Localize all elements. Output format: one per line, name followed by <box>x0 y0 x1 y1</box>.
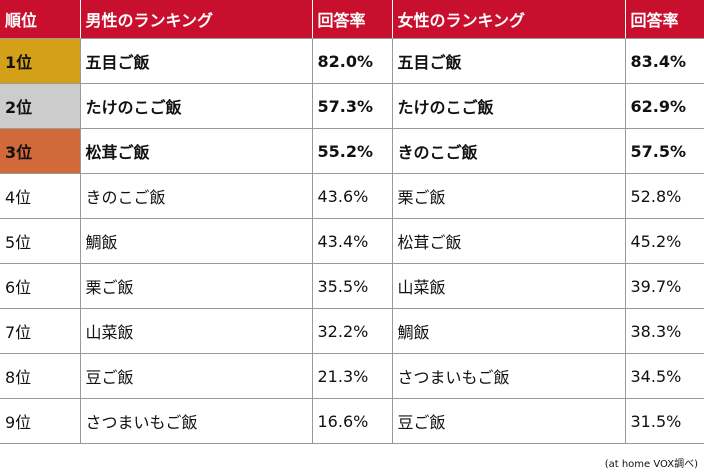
rank-cell: 4位 <box>0 173 81 219</box>
table-row: 5位 鯛飯 43.4% 松茸ご飯 45.2% <box>0 218 704 264</box>
female-rate-cell: 62.9% <box>624 83 704 129</box>
male-rate-cell: 55.2% <box>311 128 393 174</box>
male-rate-cell: 82.0% <box>311 38 393 84</box>
female-rate-cell: 34.5% <box>624 353 704 399</box>
table-row: 4位 きのこご飯 43.6% 栗ご飯 52.8% <box>0 173 704 219</box>
female-rate-cell: 38.3% <box>624 308 704 354</box>
female-rate-cell: 57.5% <box>624 128 704 174</box>
header-male-ranking: 男性のランキング <box>80 0 313 39</box>
female-dish-cell: さつまいもご飯 <box>391 353 626 399</box>
male-rate-cell: 21.3% <box>311 353 393 399</box>
female-rate-cell: 52.8% <box>624 173 704 219</box>
female-rate-cell: 39.7% <box>624 263 704 309</box>
female-dish-cell: きのこご飯 <box>391 128 626 174</box>
table-row: 9位 さつまいもご飯 16.6% 豆ご飯 31.5% <box>0 398 704 444</box>
table-row: 8位 豆ご飯 21.3% さつまいもご飯 34.5% <box>0 353 704 399</box>
rank-cell: 8位 <box>0 353 81 399</box>
male-dish-cell: 豆ご飯 <box>79 353 313 399</box>
female-rate-cell: 83.4% <box>624 38 704 84</box>
rank-cell: 9位 <box>0 398 81 444</box>
male-rate-cell: 16.6% <box>311 398 393 444</box>
female-dish-cell: たけのこご飯 <box>391 83 626 129</box>
female-dish-cell: 栗ご飯 <box>391 173 626 219</box>
male-rate-cell: 57.3% <box>311 83 393 129</box>
header-female-rate: 回答率 <box>625 0 704 39</box>
rank-cell: 7位 <box>0 308 81 354</box>
male-dish-cell: きのこご飯 <box>79 173 313 219</box>
table-row: 2位 たけのこご飯 57.3% たけのこご飯 62.9% <box>0 83 704 129</box>
female-dish-cell: 鯛飯 <box>391 308 626 354</box>
male-dish-cell: さつまいもご飯 <box>79 398 313 444</box>
table-row: 1位 五目ご飯 82.0% 五目ご飯 83.4% <box>0 38 704 84</box>
table-row: 6位 栗ご飯 35.5% 山菜飯 39.7% <box>0 263 704 309</box>
female-dish-cell: 豆ご飯 <box>391 398 626 444</box>
female-dish-cell: 五目ご飯 <box>391 38 626 84</box>
female-rate-cell: 45.2% <box>624 218 704 264</box>
female-dish-cell: 山菜飯 <box>391 263 626 309</box>
ranking-table: 順位 男性のランキング 回答率 女性のランキング 回答率 1位 五目ご飯 82.… <box>0 0 704 444</box>
rank-cell-bronze: 3位 <box>0 128 81 174</box>
male-dish-cell: 山菜飯 <box>79 308 313 354</box>
male-dish-cell: 松茸ご飯 <box>79 128 313 174</box>
male-rate-cell: 43.4% <box>311 218 393 264</box>
male-dish-cell: 栗ご飯 <box>79 263 313 309</box>
header-row: 順位 男性のランキング 回答率 女性のランキング 回答率 <box>0 0 704 39</box>
female-rate-cell: 31.5% <box>624 398 704 444</box>
table-row: 3位 松茸ご飯 55.2% きのこご飯 57.5% <box>0 128 704 174</box>
rank-cell: 6位 <box>0 263 81 309</box>
male-rate-cell: 35.5% <box>311 263 393 309</box>
male-dish-cell: 五目ご飯 <box>79 38 313 84</box>
header-female-ranking: 女性のランキング <box>392 0 626 39</box>
male-dish-cell: たけのこご飯 <box>79 83 313 129</box>
male-dish-cell: 鯛飯 <box>79 218 313 264</box>
rank-cell: 5位 <box>0 218 81 264</box>
rank-cell-silver: 2位 <box>0 83 81 129</box>
header-rank: 順位 <box>0 0 81 39</box>
male-rate-cell: 32.2% <box>311 308 393 354</box>
source-note: (at home VOX調べ) <box>604 459 698 470</box>
header-male-rate: 回答率 <box>312 0 393 39</box>
rank-cell-gold: 1位 <box>0 38 81 84</box>
male-rate-cell: 43.6% <box>311 173 393 219</box>
table-row: 7位 山菜飯 32.2% 鯛飯 38.3% <box>0 308 704 354</box>
female-dish-cell: 松茸ご飯 <box>391 218 626 264</box>
